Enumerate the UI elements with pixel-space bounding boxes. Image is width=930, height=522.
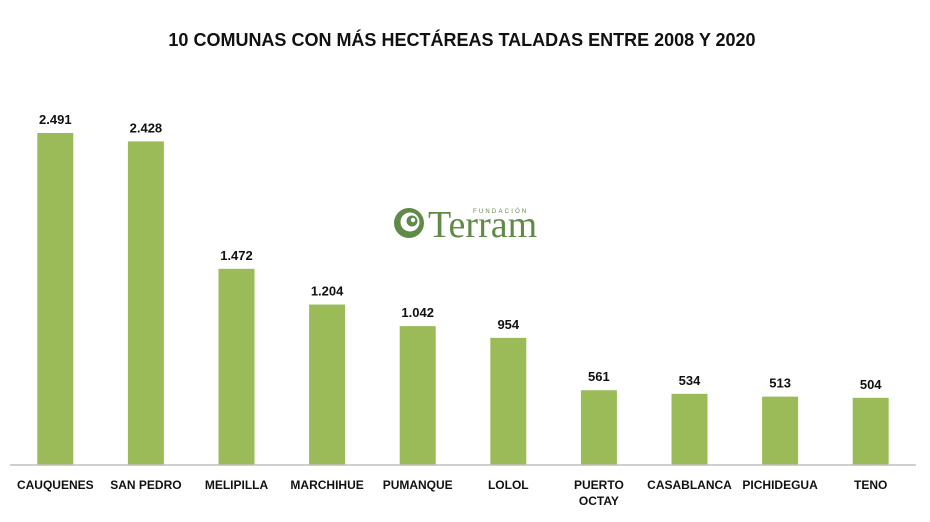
category-label: TENO: [854, 478, 887, 492]
category-labels-group: CAUQUENES SAN PEDRO MELIPILLA MARCHIHUE PUMA…: [17, 478, 887, 508]
bar-san-pedro: [127, 141, 164, 466]
category-label: CASABLANCA: [647, 478, 732, 492]
bar-casablanca: [671, 393, 708, 465]
value-label: 504: [860, 377, 882, 392]
bar-pichidegua: [762, 396, 799, 465]
category-label: PUMANQUE: [383, 478, 453, 492]
bar-lolol: [490, 337, 527, 465]
bar-teno: [852, 397, 889, 465]
category-label: LOLOL: [488, 478, 529, 492]
category-label: PUERTO OCTAY: [574, 478, 624, 508]
watermark-small-text: FUNDACIÓN: [473, 208, 528, 215]
bar-pumanque: [399, 326, 436, 465]
value-label: 2.491: [39, 112, 72, 127]
chart-title: 10 COMUNAS CON MÁS HECTÁREAS TALADAS ENT…: [168, 29, 755, 50]
terram-watermark: FUNDACIÓN Terram: [394, 204, 537, 246]
value-label: 513: [769, 376, 791, 391]
value-label: 534: [679, 373, 701, 388]
value-label: 1.472: [220, 248, 253, 263]
value-labels-group: 2.491 2.428 1.472 1.204 1.042 954 561 534 513 504: [39, 112, 882, 392]
category-label: SAN PEDRO: [110, 478, 181, 492]
category-label: CAUQUENES: [17, 478, 94, 492]
value-label: 1.042: [401, 305, 434, 320]
bar-cauquenes: [37, 133, 74, 465]
value-label: 1.204: [311, 284, 344, 299]
bar-melipilla: [218, 268, 255, 465]
value-label: 561: [588, 369, 610, 384]
category-label: PICHIDEGUA: [742, 478, 818, 492]
watermark-brand-text: Terram: [428, 204, 537, 246]
value-label: 954: [497, 317, 519, 332]
category-label: MELIPILLA: [205, 478, 269, 492]
bar-puerto-octay: [580, 390, 617, 465]
bar-marchihue: [309, 304, 346, 465]
category-label: MARCHIHUE: [290, 478, 363, 492]
bars-group: [37, 133, 889, 466]
value-label: 2.428: [130, 120, 163, 135]
spiral-logo-icon: [394, 208, 424, 238]
